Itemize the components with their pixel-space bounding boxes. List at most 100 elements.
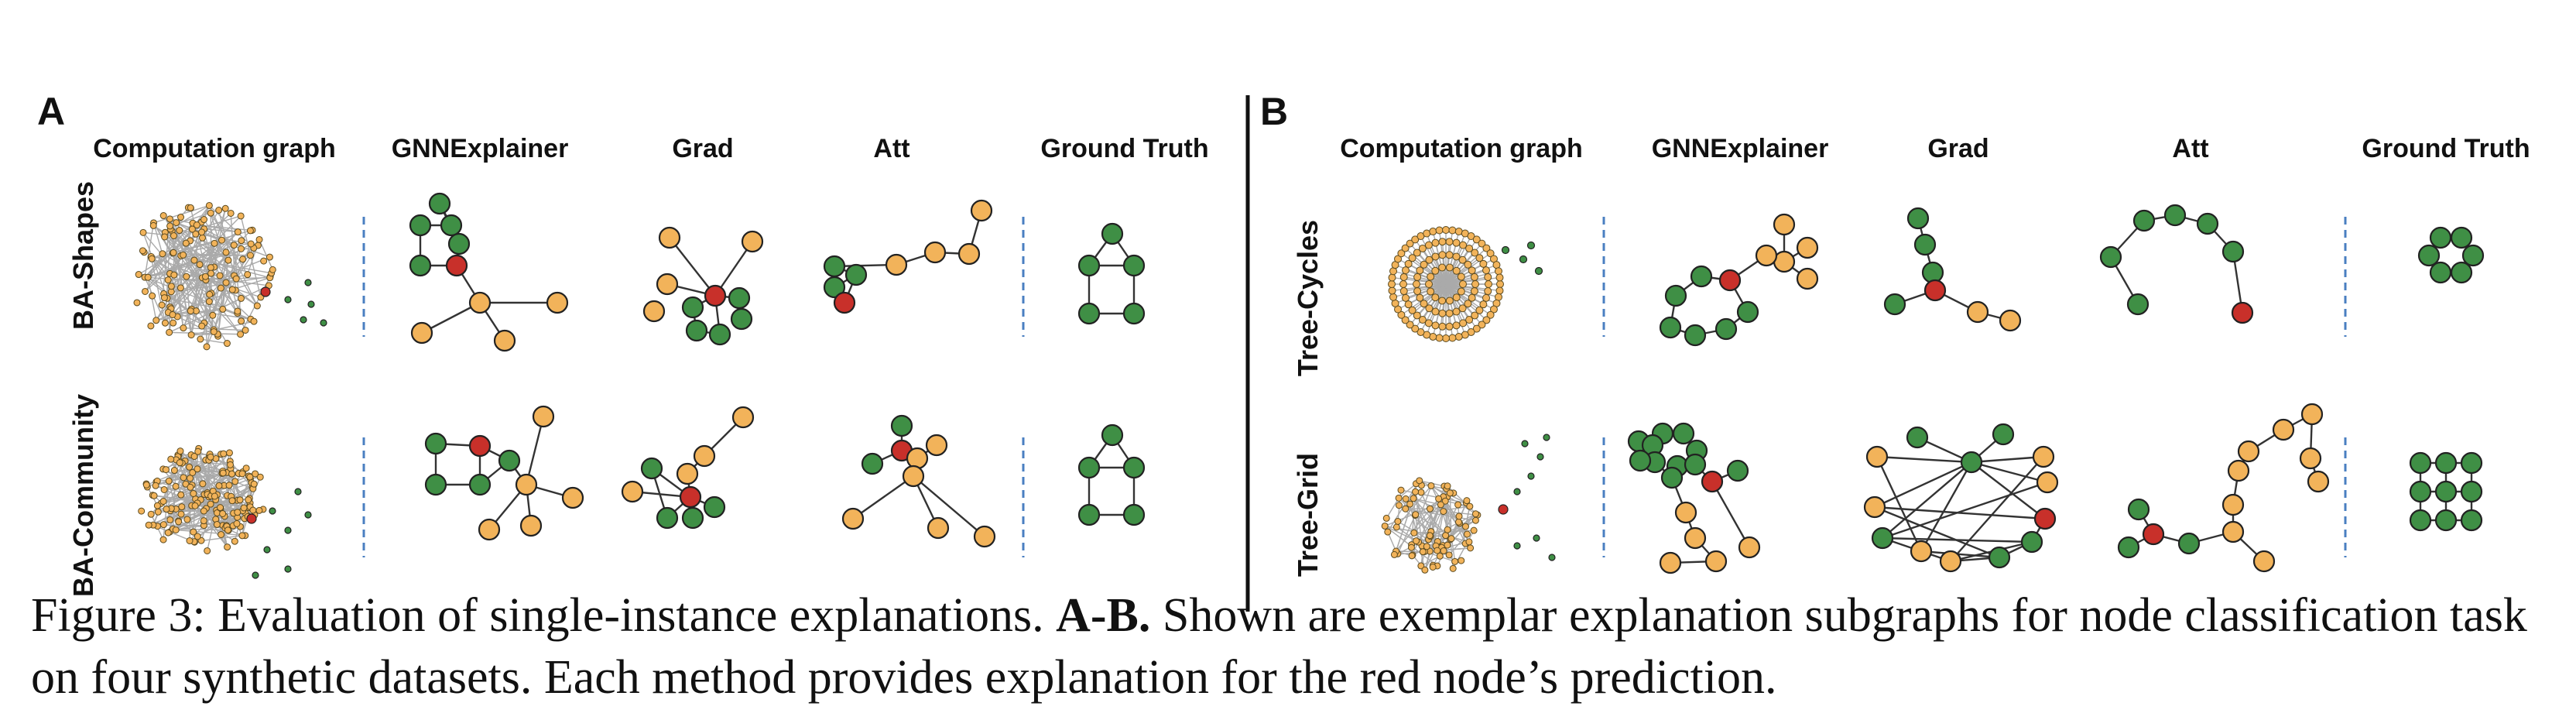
node — [2020, 530, 2043, 554]
node — [1413, 273, 1422, 281]
node — [161, 319, 169, 327]
edge — [176, 529, 245, 537]
node — [1659, 551, 1682, 574]
node — [225, 482, 233, 489]
node — [1445, 309, 1454, 317]
node — [440, 214, 463, 237]
node — [238, 237, 245, 245]
edge — [1416, 283, 1447, 292]
node — [1408, 306, 1416, 314]
grad-ba-community — [621, 406, 755, 530]
node — [1992, 423, 2015, 446]
node — [159, 250, 166, 258]
node — [2221, 520, 2245, 543]
edge — [1420, 283, 1447, 333]
edge — [156, 210, 220, 321]
edge — [1437, 511, 1444, 542]
node — [1406, 500, 1414, 508]
col-header-a-att: Att — [873, 134, 909, 163]
node — [1445, 251, 1454, 259]
edge — [1420, 235, 1447, 285]
target-node — [1718, 269, 1742, 292]
node — [424, 432, 447, 455]
node — [676, 462, 699, 485]
grad-tree-grid — [1863, 423, 2059, 573]
node — [1457, 273, 1465, 281]
node — [163, 506, 170, 513]
node — [681, 296, 704, 319]
computation-graph-ba-community — [138, 444, 312, 579]
edge — [1413, 498, 1438, 542]
node — [1495, 286, 1504, 295]
node — [1467, 232, 1475, 241]
node — [1397, 310, 1406, 319]
node — [1472, 235, 1481, 244]
edge — [169, 331, 241, 335]
node — [249, 506, 257, 514]
node — [206, 290, 214, 298]
node — [284, 296, 292, 303]
node — [519, 514, 543, 537]
node — [1427, 273, 1435, 281]
node — [145, 521, 152, 529]
node — [1401, 266, 1410, 275]
node — [1452, 307, 1461, 316]
node — [1436, 552, 1444, 560]
node — [1796, 267, 1819, 290]
col-header-b-grad: Grad — [1927, 134, 1989, 163]
node — [2272, 418, 2295, 441]
edge — [200, 338, 228, 345]
target-node — [1923, 279, 1947, 302]
edge — [204, 228, 238, 233]
node — [2300, 403, 2324, 426]
panel-letter-a: A — [37, 90, 65, 133]
edge — [1396, 485, 1432, 528]
node — [1417, 562, 1425, 570]
edge — [1445, 269, 1487, 285]
node — [240, 504, 248, 512]
node — [927, 516, 950, 540]
node — [1413, 311, 1421, 320]
node — [217, 504, 224, 512]
node — [1416, 293, 1424, 302]
node — [209, 311, 217, 319]
ground-truth-tree-cycles — [2417, 226, 2485, 284]
node — [468, 473, 492, 496]
node — [658, 226, 681, 249]
node — [1413, 249, 1421, 257]
node — [1472, 324, 1481, 333]
col-header-b-computation-graph: Computation graph — [1340, 134, 1583, 163]
node — [225, 449, 233, 457]
node — [190, 489, 197, 497]
node — [1397, 249, 1406, 258]
node — [244, 271, 252, 279]
node — [1429, 228, 1437, 236]
node — [1690, 265, 1713, 288]
node — [1910, 540, 1933, 563]
edge — [203, 520, 235, 542]
node — [1444, 541, 1451, 549]
node — [1427, 287, 1435, 296]
node — [493, 329, 516, 352]
node — [253, 302, 261, 310]
edge — [170, 215, 242, 287]
edge — [186, 276, 192, 335]
node — [227, 461, 235, 468]
node — [1913, 233, 1937, 256]
node — [211, 239, 218, 247]
node — [205, 297, 213, 305]
node — [1534, 266, 1543, 276]
edge — [173, 215, 242, 237]
node — [180, 251, 187, 259]
node — [1402, 495, 1410, 502]
node — [1548, 554, 1556, 561]
node — [1424, 319, 1433, 327]
node — [177, 214, 185, 221]
node — [1470, 287, 1478, 296]
node — [169, 310, 176, 318]
node — [1526, 241, 1536, 250]
node — [211, 492, 218, 500]
node — [2450, 261, 2473, 284]
node — [164, 529, 172, 537]
node — [2099, 245, 2122, 269]
